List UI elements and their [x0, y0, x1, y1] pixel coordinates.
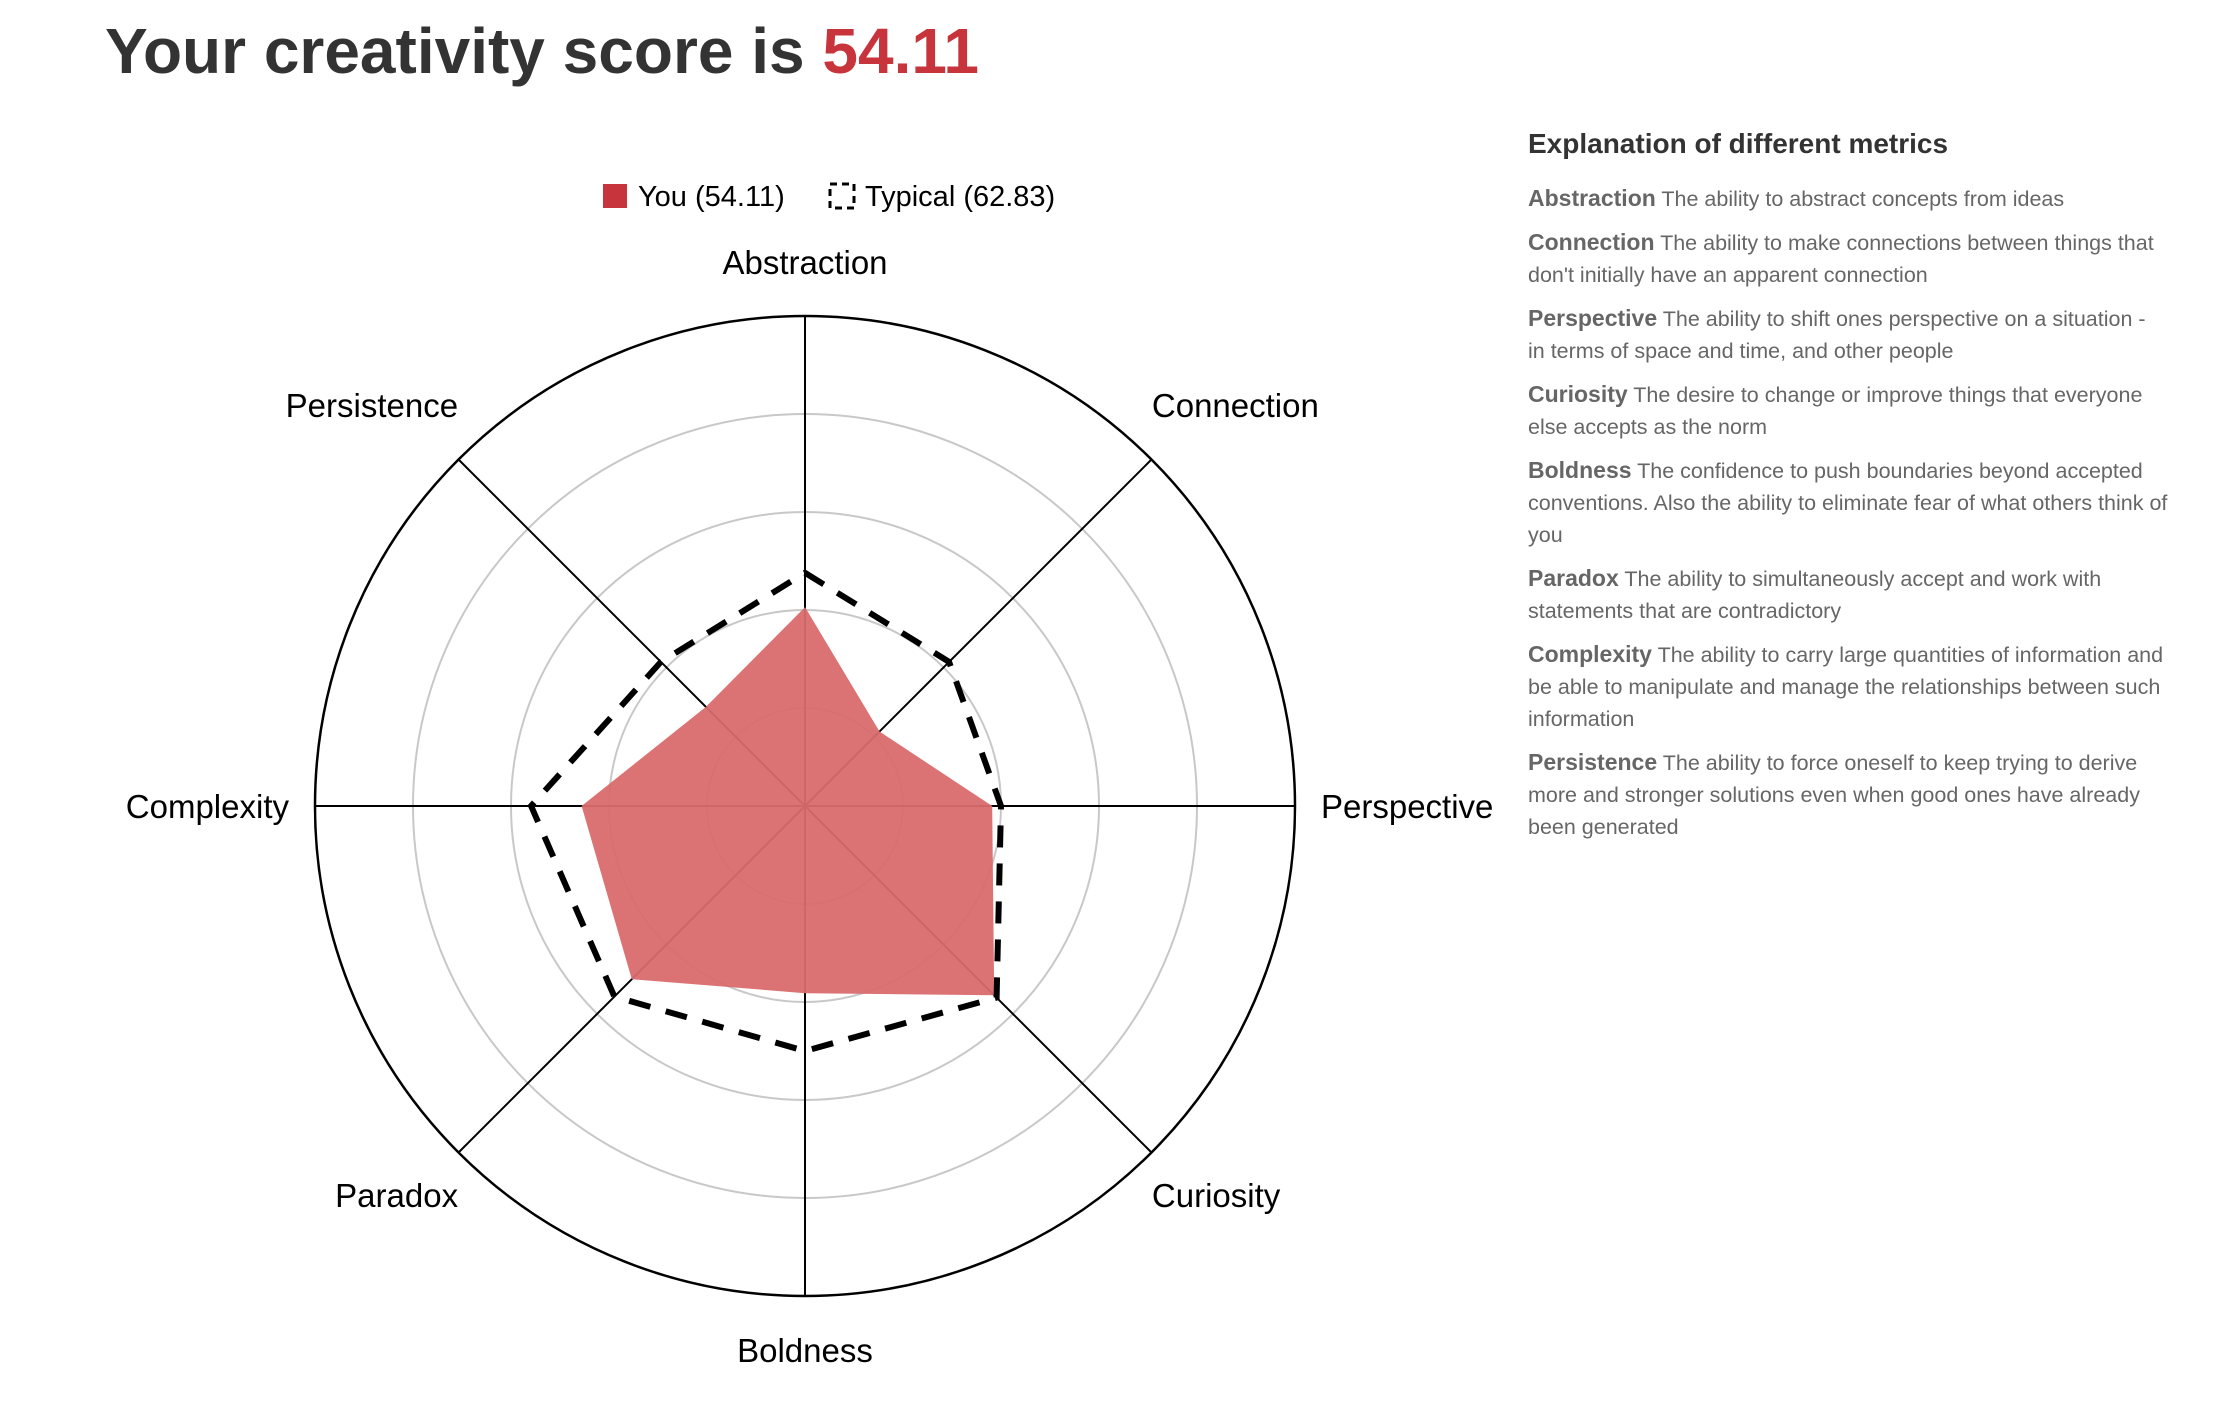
legend-you-label: You (54.11) [638, 181, 785, 213]
score-title: Your creativity score is 54.11 [105, 14, 979, 88]
score-value: 54.11 [822, 15, 979, 87]
legend-you-swatch [603, 184, 627, 208]
axis-label-connection: Connection [1152, 387, 1319, 424]
metric-name: Persistence [1528, 749, 1658, 775]
explanation-title: Explanation of different metrics [1528, 128, 1949, 159]
metric-description: The ability to simultaneously accept and… [1528, 567, 2102, 623]
legend-typical-label: Typical (62.83) [865, 181, 1055, 213]
metric-item-perspective: Perspective The ability to shift ones pe… [1528, 302, 2168, 367]
metric-name: Connection [1528, 229, 1655, 255]
axis-label-boldness: Boldness [737, 1332, 873, 1369]
metric-description: The ability to shift ones perspective on… [1528, 307, 2146, 363]
metric-description: The ability to abstract concepts from id… [1661, 187, 2065, 211]
metric-item-paradox: Paradox The ability to simultaneously ac… [1528, 562, 2168, 627]
axis-label-abstraction: Abstraction [722, 244, 887, 281]
axis-label-paradox: Paradox [335, 1177, 458, 1214]
axis-label-perspective: Perspective [1321, 788, 1493, 825]
axis-label-curiosity: Curiosity [1152, 1177, 1281, 1214]
axis-label-complexity: Complexity [126, 788, 290, 825]
radar-series [527, 569, 1005, 1055]
metric-description: The desire to change or improve things t… [1528, 383, 2143, 439]
metric-name: Boldness [1528, 457, 1632, 483]
metric-description: The ability to make connections between … [1528, 231, 2154, 287]
radar-chart: Abstraction Connection Perspective Curiosit… [126, 181, 1494, 1369]
metric-description: The ability to carry large quantities of… [1528, 643, 2164, 731]
metric-item-curiosity: Curiosity The desire to change or improv… [1528, 378, 2168, 443]
series-you-area [581, 607, 995, 996]
metric-description: The ability to force oneself to keep try… [1528, 751, 2140, 839]
metric-item-boldness: Boldness The confidence to push boundari… [1528, 454, 2168, 551]
metric-item-connection: Connection The ability to make connectio… [1528, 226, 2168, 291]
axis-label-persistence: Persistence [286, 387, 458, 424]
metric-item-persistence: Persistence The ability to force oneself… [1528, 746, 2168, 843]
chart-legend: You (54.11) Typical (62.83) [603, 181, 1055, 213]
metric-description: The confidence to push boundaries beyond… [1528, 459, 2168, 547]
score-title-prefix: Your creativity score is [105, 15, 805, 87]
metric-name: Complexity [1528, 641, 1652, 667]
metrics-explanation-panel: Explanation of different metrics Abstrac… [1528, 128, 2168, 854]
metric-name: Curiosity [1528, 381, 1628, 407]
metric-list: Abstraction The ability to abstract conc… [1528, 182, 2168, 843]
metric-item-abstraction: Abstraction The ability to abstract conc… [1528, 182, 2168, 215]
metric-name: Abstraction [1528, 185, 1656, 211]
metric-name: Paradox [1528, 565, 1619, 591]
metric-item-complexity: Complexity The ability to carry large qu… [1528, 638, 2168, 735]
metric-name: Perspective [1528, 305, 1658, 331]
legend-typical-swatch [828, 182, 856, 210]
radar-axis-labels: Abstraction Connection Perspective Curiosit… [126, 244, 1494, 1369]
